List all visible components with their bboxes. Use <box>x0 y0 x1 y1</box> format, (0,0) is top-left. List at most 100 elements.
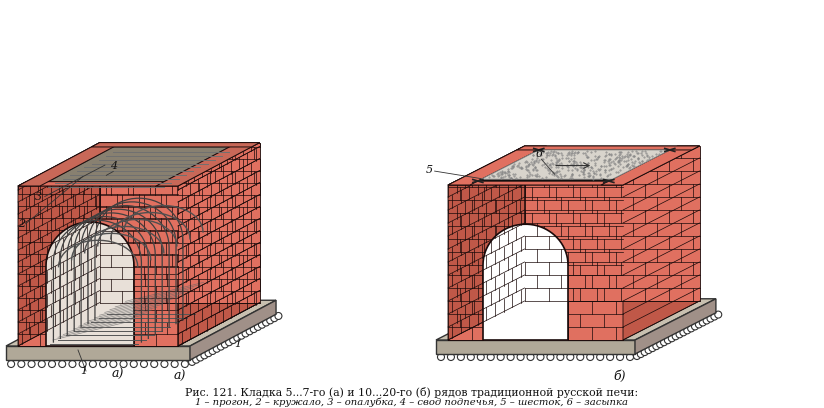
Circle shape <box>100 361 106 368</box>
Polygon shape <box>18 143 100 346</box>
Text: 5: 5 <box>426 165 433 175</box>
Circle shape <box>688 325 695 332</box>
Circle shape <box>634 353 640 359</box>
Polygon shape <box>483 224 568 340</box>
Circle shape <box>626 353 634 361</box>
Circle shape <box>527 353 534 361</box>
Circle shape <box>246 328 253 335</box>
Circle shape <box>711 313 718 320</box>
Polygon shape <box>156 143 260 186</box>
Circle shape <box>557 353 564 361</box>
Circle shape <box>707 315 714 322</box>
Polygon shape <box>6 346 190 360</box>
Polygon shape <box>448 181 631 185</box>
Polygon shape <box>91 143 260 147</box>
Circle shape <box>234 334 241 341</box>
Circle shape <box>120 361 127 368</box>
Polygon shape <box>448 146 546 185</box>
Circle shape <box>616 353 624 361</box>
Text: а): а) <box>111 368 124 381</box>
Circle shape <box>161 361 168 368</box>
Circle shape <box>201 352 208 359</box>
Polygon shape <box>18 143 122 186</box>
Circle shape <box>714 311 722 318</box>
Circle shape <box>661 339 667 346</box>
Circle shape <box>537 353 544 361</box>
Polygon shape <box>178 143 260 346</box>
Circle shape <box>89 361 96 368</box>
Polygon shape <box>635 299 716 354</box>
Circle shape <box>684 327 691 334</box>
Polygon shape <box>436 340 635 354</box>
Circle shape <box>457 353 465 361</box>
Circle shape <box>637 350 644 357</box>
Circle shape <box>680 329 687 336</box>
Polygon shape <box>481 150 670 179</box>
Polygon shape <box>48 147 229 182</box>
Text: 6: 6 <box>536 149 542 159</box>
Circle shape <box>242 330 249 337</box>
Text: 4: 4 <box>110 162 117 171</box>
Circle shape <box>587 353 594 361</box>
Circle shape <box>517 353 524 361</box>
Polygon shape <box>178 143 260 346</box>
Text: 1: 1 <box>234 339 241 349</box>
Circle shape <box>79 361 87 368</box>
Circle shape <box>668 335 676 342</box>
Circle shape <box>209 348 216 355</box>
Polygon shape <box>623 146 700 340</box>
Circle shape <box>664 337 672 344</box>
Circle shape <box>577 353 583 361</box>
Polygon shape <box>448 146 525 340</box>
Circle shape <box>218 343 224 350</box>
Text: 1 – прогон, 2 – кружало, 3 – опалубка, 4 – свод подпечья, 5 – шесток, 6 – засыпк: 1 – прогон, 2 – кружало, 3 – опалубка, 4… <box>195 397 629 407</box>
Circle shape <box>271 315 278 322</box>
Circle shape <box>507 353 514 361</box>
Circle shape <box>28 361 35 368</box>
Circle shape <box>700 319 706 326</box>
Text: а): а) <box>174 370 186 383</box>
Circle shape <box>193 356 199 363</box>
Circle shape <box>703 317 710 324</box>
Circle shape <box>275 313 282 319</box>
Circle shape <box>230 337 236 344</box>
Text: 1: 1 <box>80 366 87 376</box>
Circle shape <box>649 345 656 352</box>
Circle shape <box>151 361 157 368</box>
Polygon shape <box>100 143 260 303</box>
Circle shape <box>657 341 663 348</box>
Text: б): б) <box>614 370 626 383</box>
Polygon shape <box>448 265 483 340</box>
Circle shape <box>38 361 45 368</box>
Circle shape <box>691 323 699 330</box>
Circle shape <box>69 361 76 368</box>
Text: Рис. 121. Кладка 5...7-го (а) и 10...20-го (б) рядов традиционной русской печи:: Рис. 121. Кладка 5...7-го (а) и 10...20-… <box>185 386 639 397</box>
Circle shape <box>497 353 504 361</box>
Circle shape <box>250 326 257 333</box>
Circle shape <box>567 353 574 361</box>
Circle shape <box>238 332 245 339</box>
Circle shape <box>7 361 15 368</box>
Circle shape <box>189 358 195 366</box>
Polygon shape <box>517 146 700 150</box>
Circle shape <box>547 353 554 361</box>
Circle shape <box>641 348 648 355</box>
Polygon shape <box>18 143 260 186</box>
Circle shape <box>255 324 261 330</box>
Polygon shape <box>525 146 700 301</box>
Circle shape <box>49 361 55 368</box>
Polygon shape <box>6 300 276 346</box>
Polygon shape <box>601 146 700 185</box>
Circle shape <box>676 331 683 338</box>
Circle shape <box>226 339 232 346</box>
Polygon shape <box>46 222 134 346</box>
Polygon shape <box>18 266 46 346</box>
Circle shape <box>141 361 147 368</box>
Circle shape <box>477 353 485 361</box>
Circle shape <box>197 354 204 361</box>
Text: 3: 3 <box>35 191 42 202</box>
Polygon shape <box>436 299 716 340</box>
Circle shape <box>267 317 274 324</box>
Polygon shape <box>568 265 623 340</box>
Circle shape <box>18 361 25 368</box>
